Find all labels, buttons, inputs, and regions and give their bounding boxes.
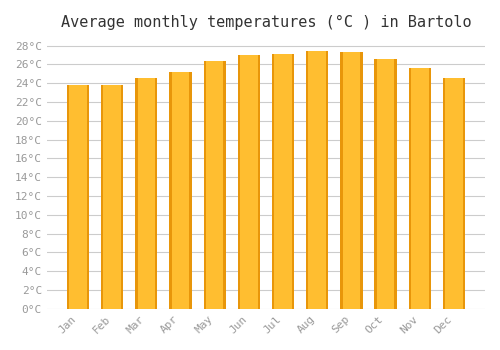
Bar (428, 68, 431, 309)
Bar (443, 78, 465, 309)
Bar (360, 52, 362, 309)
Bar (443, 78, 446, 309)
Bar (408, 68, 411, 309)
Bar (101, 85, 103, 309)
Bar (374, 59, 377, 309)
Bar (462, 78, 465, 309)
Bar (224, 61, 226, 309)
Bar (135, 78, 158, 309)
Bar (394, 59, 396, 309)
Bar (204, 61, 206, 309)
Bar (189, 72, 192, 309)
Bar (272, 54, 294, 309)
Bar (340, 52, 362, 309)
Bar (292, 54, 294, 309)
Bar (238, 55, 240, 309)
Bar (67, 85, 89, 309)
Bar (272, 54, 274, 309)
Bar (170, 72, 172, 309)
Bar (340, 52, 342, 309)
Bar (170, 72, 192, 309)
Bar (306, 51, 328, 309)
Title: Average monthly temperatures (°C ) in Bartolo: Average monthly temperatures (°C ) in Ba… (60, 15, 471, 30)
Bar (326, 51, 328, 309)
Bar (238, 55, 260, 309)
Bar (258, 55, 260, 309)
Bar (408, 68, 431, 309)
Bar (204, 61, 226, 309)
Bar (135, 78, 138, 309)
Bar (306, 51, 308, 309)
Bar (155, 78, 158, 309)
Bar (101, 85, 123, 309)
Bar (86, 85, 89, 309)
Bar (121, 85, 123, 309)
Bar (374, 59, 396, 309)
Bar (67, 85, 69, 309)
